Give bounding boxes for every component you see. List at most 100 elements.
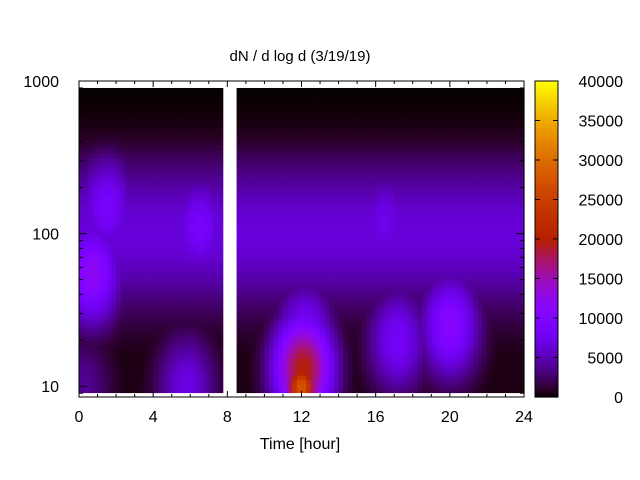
heatmap-cell	[357, 209, 363, 215]
heatmap-cell	[134, 96, 140, 102]
heatmap-cell	[403, 331, 409, 337]
heatmap-cell	[347, 296, 354, 302]
heatmap-cell	[366, 92, 372, 98]
heatmap-cell	[380, 305, 386, 311]
heatmap-cell	[102, 205, 108, 211]
heatmap-cell	[310, 379, 317, 385]
heatmap-cell	[282, 101, 289, 106]
heatmap-cell	[412, 240, 418, 246]
heatmap-cell	[333, 266, 340, 272]
heatmap-cell	[255, 218, 261, 224]
heatmap-cell	[324, 335, 330, 341]
heatmap-cell	[357, 248, 363, 254]
heatmap-cell	[83, 318, 89, 324]
heatmap-cell	[245, 348, 252, 354]
heatmap-cell	[245, 362, 252, 367]
heatmap-cell	[79, 148, 85, 154]
heatmap-cell	[88, 344, 94, 350]
heatmap-cell	[320, 127, 326, 133]
heatmap-cell	[320, 248, 326, 254]
heatmap-cell	[375, 157, 381, 163]
heatmap-cell	[361, 87, 367, 93]
heatmap-cell	[185, 140, 191, 146]
heatmap-cell	[352, 288, 358, 294]
heatmap-cell	[97, 135, 103, 141]
heatmap-cell	[204, 92, 210, 98]
heatmap-cell	[310, 205, 317, 211]
heatmap-cell	[343, 87, 349, 93]
heatmap-cell	[218, 266, 224, 272]
heatmap-cell	[97, 383, 103, 389]
heatmap-cell	[167, 266, 173, 272]
heatmap-cell	[162, 231, 168, 237]
heatmap-cell	[194, 179, 201, 185]
heatmap-cell	[199, 92, 205, 98]
heatmap-cell	[384, 179, 391, 185]
heatmap-cell	[384, 192, 391, 198]
heatmap-cell	[412, 383, 418, 389]
heatmap-cell	[180, 335, 187, 341]
heatmap-cell	[301, 362, 307, 367]
heatmap-cell	[204, 231, 210, 237]
heatmap-cell	[357, 135, 363, 141]
heatmap-cell	[190, 309, 196, 315]
heatmap-cell	[361, 196, 367, 202]
heatmap-cell	[148, 222, 154, 228]
heatmap-cell	[180, 366, 187, 372]
heatmap-cell	[338, 314, 344, 320]
heatmap-cell	[143, 314, 150, 320]
heatmap-cell	[324, 305, 330, 311]
heatmap-cell	[92, 148, 99, 154]
heatmap-cell	[190, 318, 196, 324]
heatmap-cell	[162, 244, 168, 250]
heatmap-cell	[190, 253, 196, 259]
heatmap-cell	[106, 209, 113, 215]
heatmap-cell	[79, 174, 85, 180]
heatmap-cell	[218, 292, 224, 298]
heatmap-cell	[259, 388, 266, 394]
heatmap-cell	[245, 253, 252, 259]
heatmap-cell	[398, 161, 405, 167]
heatmap-cell	[292, 370, 298, 376]
heatmap-cell	[417, 388, 423, 394]
heatmap-cell	[287, 327, 293, 333]
heatmap-cell	[167, 253, 173, 259]
heatmap-cell	[301, 192, 307, 198]
heatmap-cell	[176, 253, 182, 259]
heatmap-cell	[412, 375, 418, 381]
heatmap-cell	[79, 222, 85, 228]
heatmap-cell	[273, 205, 279, 211]
heatmap-cell	[357, 131, 363, 137]
heatmap-cell	[310, 335, 317, 341]
heatmap-cell	[79, 166, 85, 172]
heatmap-cell	[171, 144, 177, 150]
heatmap-cell	[88, 370, 94, 376]
heatmap-cell	[422, 375, 428, 381]
heatmap-cell	[106, 266, 113, 272]
heatmap-cell	[347, 188, 354, 193]
heatmap-cell	[143, 235, 150, 241]
heatmap-cell	[250, 240, 256, 246]
heatmap-cell	[120, 253, 126, 259]
heatmap-cell	[255, 96, 261, 102]
heatmap-cell	[273, 218, 279, 224]
heatmap-cell	[315, 218, 321, 224]
heatmap-cell	[111, 170, 117, 176]
heatmap-cell	[171, 122, 177, 128]
heatmap-cell	[92, 131, 99, 137]
heatmap-cell	[167, 205, 173, 211]
heatmap-cell	[329, 196, 335, 202]
heatmap-cell	[106, 353, 113, 359]
heatmap-cell	[213, 196, 219, 202]
heatmap-cell	[92, 214, 99, 220]
heatmap-cell	[148, 235, 154, 241]
heatmap-cell	[375, 201, 381, 207]
heatmap-cell	[324, 179, 330, 185]
heatmap-cell	[83, 366, 89, 372]
heatmap-cell	[324, 170, 330, 176]
heatmap-cell	[347, 240, 354, 246]
heatmap-cell	[88, 235, 94, 241]
heatmap-cell	[148, 135, 154, 141]
heatmap-cell	[143, 335, 150, 341]
heatmap-cell	[236, 179, 242, 185]
